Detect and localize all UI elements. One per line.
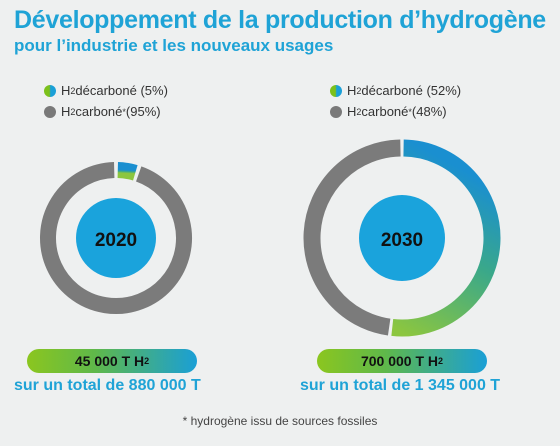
h2-prefix: H [347, 104, 357, 119]
amount-value: 45 000 T H [74, 353, 145, 369]
legend-label: décarboné (5%) [75, 83, 168, 98]
carbone-swatch-icon [330, 105, 342, 118]
h2-subscript: 2 [70, 85, 76, 96]
slice-carbone [303, 139, 401, 336]
center-label-2030: 2030 [381, 230, 423, 251]
total-2030: sur un total de 1 345 000 T [300, 377, 501, 394]
slice-carbone [40, 162, 192, 314]
decarbone-swatch-icon [330, 84, 342, 97]
h2-prefix: H [347, 83, 357, 98]
h2-subscript: 2 [70, 106, 76, 117]
slice-decarbone [117, 162, 138, 181]
footnote-mark: * [408, 106, 412, 117]
decarbone-swatch-icon [44, 84, 56, 97]
slice-decarbone [391, 139, 501, 337]
h2-subscript: 2 [356, 106, 362, 117]
donut-2030 [303, 139, 501, 337]
legend-label: décarboné (52%) [361, 83, 462, 98]
donut-center-circle [76, 198, 156, 278]
donut-center-circle [359, 195, 445, 281]
total-2020: sur un total de 880 000 T [14, 377, 201, 394]
amount-subscript: 2 [438, 356, 444, 366]
page-subtitle: pour l’industrie et les nouveaux usages [14, 36, 334, 55]
center-label-2020: 2020 [95, 230, 137, 251]
h2-prefix: H [61, 104, 71, 119]
footnote-mark: * [122, 106, 126, 117]
legend-percent: (48%) [411, 104, 447, 119]
legend-percent: (95%) [125, 104, 161, 119]
footnote: * hydrogène issu de sources fossiles [182, 414, 378, 428]
amount-subscript: 2 [144, 356, 150, 366]
amount-value: 700 000 T H [360, 353, 439, 369]
legend-label: carboné [361, 104, 409, 119]
carbone-swatch-icon [44, 105, 56, 118]
h2-prefix: H [61, 83, 71, 98]
h2-subscript: 2 [356, 85, 362, 96]
page-title: Développement de la production d’hydrogè… [14, 6, 546, 34]
legend-label: carboné [75, 104, 123, 119]
donut-2020 [40, 162, 192, 314]
